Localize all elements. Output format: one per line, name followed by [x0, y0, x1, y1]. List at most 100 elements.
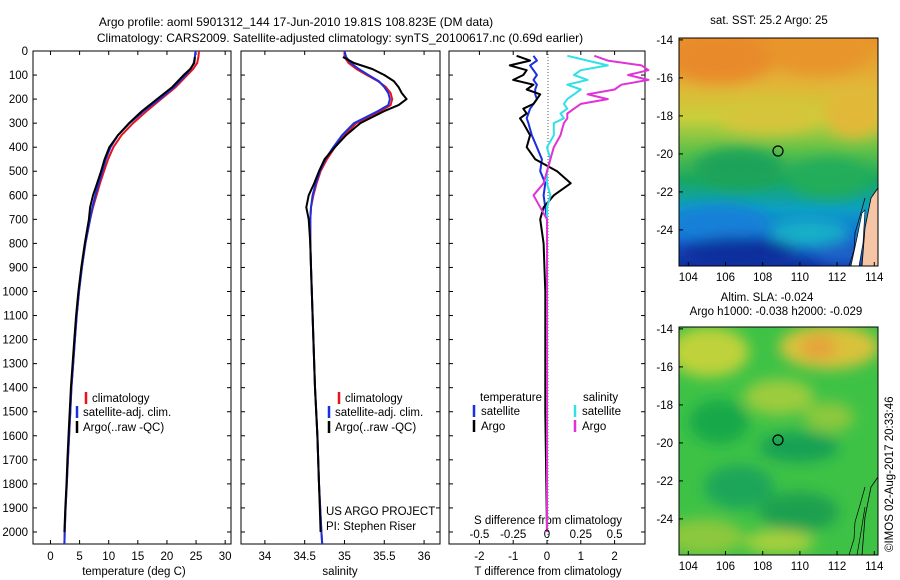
depth-tick-label: 1600 — [2, 431, 28, 443]
map-lon-tick-label: 114 — [865, 272, 884, 284]
x-tick-label: 34.5 — [293, 551, 315, 563]
depth-tick-label: 900 — [9, 262, 28, 274]
x-tick-label: 2 — [611, 551, 617, 563]
salinity-panel: climatology satellite-adj. clim. Argo(..… — [240, 50, 441, 578]
map-lon-tick-label: 106 — [716, 561, 735, 573]
depth-tick-label: 1400 — [2, 383, 28, 395]
imos-stamp: ©IMOS 02-Aug-2017 20:33:46 — [884, 396, 896, 552]
map-lon-tick-label: 112 — [828, 561, 846, 573]
legend-label: satellite — [481, 406, 520, 418]
depth-tick-label: 1200 — [2, 335, 28, 347]
legend-label: satellite-adj. clim. — [335, 407, 423, 419]
x-tick-label: -2 — [474, 551, 484, 563]
x-tick-label: 25 — [190, 551, 203, 563]
x-tick-label: 5 — [76, 551, 82, 563]
depth-tick-label: 1800 — [2, 479, 28, 491]
salinity-xlabel: salinity — [322, 566, 357, 578]
temperature-panel: climatology satellite-adj. clim. Argo(..… — [32, 50, 232, 578]
depth-tick-label: 1300 — [2, 359, 28, 371]
sst-map-frame — [678, 37, 879, 267]
title-line-2: Climatology: CARS2009. Satellite-adjuste… — [97, 31, 583, 45]
depth-tick-label: 1100 — [3, 311, 28, 323]
legend-label: Argo(..raw -QC) — [335, 422, 416, 434]
map-lat-tick-label: -20 — [656, 149, 673, 161]
map-lon-tick-label: 104 — [679, 272, 699, 284]
depth-tick-label: 800 — [9, 238, 28, 250]
map-lon-tick-label: 110 — [791, 272, 809, 284]
series-line-salinity-satellite — [546, 54, 609, 532]
salinity-axes — [240, 50, 441, 545]
map-lat-tick-label: -14 — [656, 35, 673, 47]
temperature-axes — [32, 50, 232, 545]
map-lat-tick-label: -22 — [656, 476, 673, 488]
x-tick-label: 30 — [219, 551, 232, 563]
legend-label: Argo — [582, 421, 606, 433]
x-tick-label: -1 — [508, 551, 518, 563]
pi-label: PI: Stephen Riser — [326, 521, 416, 533]
depth-tick-label: 500 — [9, 166, 28, 178]
depth-tick-label: 100 — [9, 70, 28, 82]
s-diff-xlabel: S difference from climatology — [474, 515, 622, 527]
x-tick-label: 0 — [47, 551, 53, 563]
sst-argo-location-marker — [772, 145, 784, 157]
map-lon-tick-label: 108 — [753, 272, 772, 284]
sla-map-field — [679, 327, 878, 555]
x-tick-label: 35 — [338, 551, 351, 563]
depth-tick-label: 400 — [9, 142, 28, 154]
depth-tick-label: 2000 — [2, 527, 28, 539]
depth-tick-label: 300 — [9, 118, 28, 130]
map-lat-tick-label: -18 — [656, 111, 673, 123]
depth-tick-label: 600 — [9, 190, 28, 202]
depth-tick-label: 700 — [9, 214, 28, 226]
sst-map-field — [679, 38, 878, 266]
s-diff-tick-label: 0.25 — [570, 529, 592, 541]
legend-salinity-heading: salinity — [583, 392, 618, 404]
x-tick-label: 0 — [544, 551, 550, 563]
depth-tick-label: 200 — [9, 94, 28, 106]
map-lat-tick-label: -22 — [656, 187, 673, 199]
map-lat-tick-label: -16 — [656, 73, 673, 85]
depth-tick-label: 1500 — [2, 407, 28, 419]
series-line-argo — [305, 56, 408, 533]
map-lat-tick-label: -14 — [656, 324, 673, 336]
depth-tick-label: 1900 — [2, 503, 28, 515]
x-tick-label: 15 — [131, 551, 144, 563]
depth-tick-label: 1000 — [2, 286, 28, 298]
legend-label: satellite-adj. clim. — [83, 407, 171, 419]
sla-argo-location-marker — [772, 434, 784, 446]
x-tick-label: 1 — [578, 551, 584, 563]
map-lat-tick-label: -16 — [656, 362, 673, 374]
legend-temperature-heading: temperature — [480, 392, 542, 404]
s-diff-tick-label: -0.25 — [500, 529, 526, 541]
x-tick-label: 35.5 — [373, 551, 395, 563]
depth-tick-label: 0 — [22, 46, 28, 58]
salinity-legend: climatology satellite-adj. clim. Argo(..… — [327, 392, 423, 434]
legend-label: satellite — [582, 406, 621, 418]
sst-map-title: sat. SST: 25.2 Argo: 25 — [710, 15, 828, 27]
sla-map-frame — [678, 326, 879, 556]
map-lat-tick-label: -24 — [656, 514, 673, 526]
legend-label: Argo — [481, 421, 505, 433]
temperature-legend: climatology satellite-adj. clim. Argo(..… — [75, 392, 171, 434]
difference-panel: temperature satellite Argo salinity sate… — [448, 50, 650, 578]
difference-legend: temperature satellite Argo salinity sate… — [472, 392, 621, 433]
series-line-temperature-argo — [508, 54, 572, 533]
legend-label: Argo(..raw -QC) — [83, 422, 164, 434]
series-line-argo — [63, 56, 196, 533]
legend-label: climatology — [345, 393, 403, 405]
map-lon-tick-label: 104 — [679, 561, 699, 573]
s-diff-tick-label: 0 — [544, 529, 550, 541]
map-lon-tick-label: 106 — [716, 272, 735, 284]
map-lon-tick-label: 112 — [828, 272, 846, 284]
depth-tick-label: 1700 — [2, 455, 28, 467]
sla-map-subtitle: Argo h1000: -0.038 h2000: -0.029 — [690, 306, 863, 318]
x-tick-label: 20 — [161, 551, 174, 563]
sst-map: sat. SST: 25.2 Argo: 25 104 106 108 110 112 1… — [656, 15, 884, 284]
map-lat-tick-label: -18 — [656, 400, 673, 412]
x-tick-label: 34 — [258, 551, 271, 563]
series-line-salinity-argo — [532, 54, 650, 532]
map-lat-tick-label: -24 — [656, 225, 673, 237]
map-lon-tick-label: 110 — [791, 561, 809, 573]
legend-label: climatology — [92, 393, 150, 405]
